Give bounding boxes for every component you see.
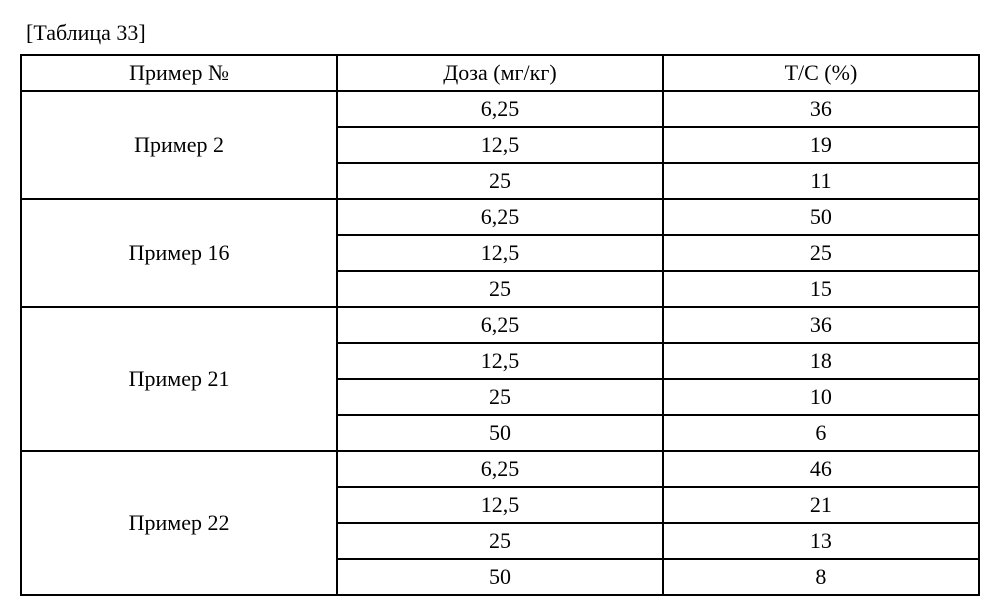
dose-cell: 6,25 xyxy=(337,307,663,343)
dose-cell: 6,25 xyxy=(337,91,663,127)
tc-cell: 19 xyxy=(663,127,979,163)
tc-cell: 6 xyxy=(663,415,979,451)
tc-cell: 50 xyxy=(663,199,979,235)
tc-cell: 13 xyxy=(663,523,979,559)
tc-cell: 18 xyxy=(663,343,979,379)
table-body: Пример 26,253612,5192511Пример 166,25501… xyxy=(21,91,979,595)
tc-cell: 36 xyxy=(663,91,979,127)
table-row: Пример 26,2536 xyxy=(21,91,979,127)
dose-cell: 25 xyxy=(337,523,663,559)
table-row: Пример 226,2546 xyxy=(21,451,979,487)
header-dose: Доза (мг/кг) xyxy=(337,55,663,91)
example-label-cell: Пример 21 xyxy=(21,307,337,451)
table-caption: [Таблица 33] xyxy=(26,20,980,46)
header-tc: T/C (%) xyxy=(663,55,979,91)
dose-cell: 6,25 xyxy=(337,199,663,235)
tc-cell: 21 xyxy=(663,487,979,523)
table-row: Пример 216,2536 xyxy=(21,307,979,343)
dose-cell: 12,5 xyxy=(337,343,663,379)
example-label-cell: Пример 16 xyxy=(21,199,337,307)
dose-cell: 12,5 xyxy=(337,127,663,163)
header-row: Пример № Доза (мг/кг) T/C (%) xyxy=(21,55,979,91)
dose-cell: 50 xyxy=(337,415,663,451)
data-table: Пример № Доза (мг/кг) T/C (%) Пример 26,… xyxy=(20,54,980,596)
dose-cell: 25 xyxy=(337,271,663,307)
dose-cell: 12,5 xyxy=(337,487,663,523)
table-container: [Таблица 33] Пример № Доза (мг/кг) T/C (… xyxy=(20,20,980,596)
header-example: Пример № xyxy=(21,55,337,91)
tc-cell: 11 xyxy=(663,163,979,199)
table-header: Пример № Доза (мг/кг) T/C (%) xyxy=(21,55,979,91)
dose-cell: 25 xyxy=(337,163,663,199)
tc-cell: 36 xyxy=(663,307,979,343)
tc-cell: 10 xyxy=(663,379,979,415)
dose-cell: 12,5 xyxy=(337,235,663,271)
example-label-cell: Пример 22 xyxy=(21,451,337,595)
tc-cell: 15 xyxy=(663,271,979,307)
tc-cell: 25 xyxy=(663,235,979,271)
example-label-cell: Пример 2 xyxy=(21,91,337,199)
tc-cell: 46 xyxy=(663,451,979,487)
dose-cell: 25 xyxy=(337,379,663,415)
table-row: Пример 166,2550 xyxy=(21,199,979,235)
tc-cell: 8 xyxy=(663,559,979,595)
dose-cell: 6,25 xyxy=(337,451,663,487)
dose-cell: 50 xyxy=(337,559,663,595)
